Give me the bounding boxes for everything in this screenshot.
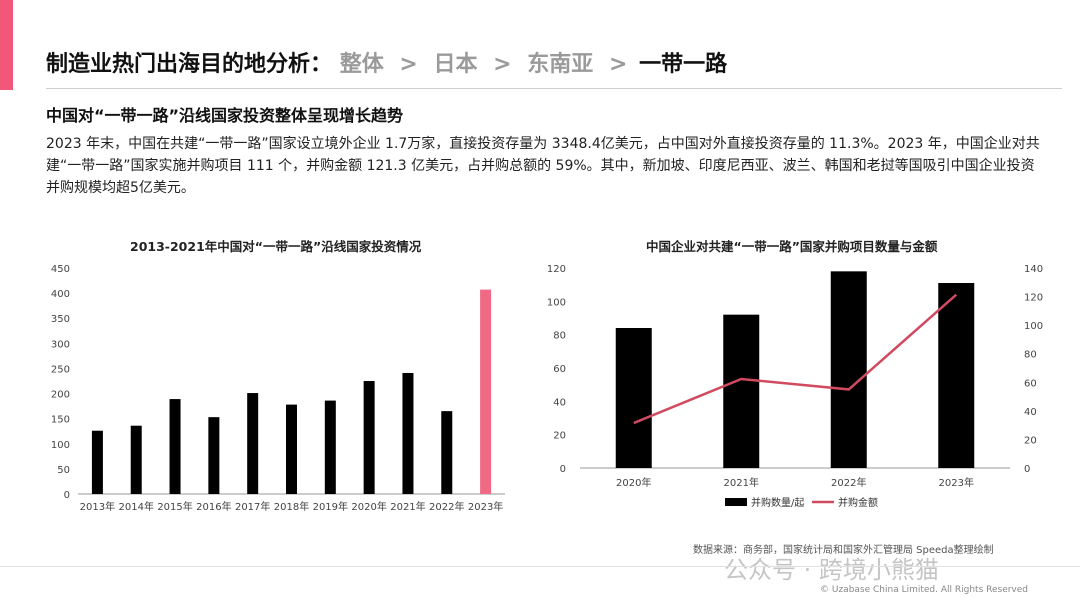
bar bbox=[169, 399, 181, 494]
title-divider bbox=[46, 88, 1062, 89]
y-right-tick-label: 120 bbox=[1024, 293, 1043, 304]
chart2-title: 中国企业对共建“一带一路”国家并购项目数量与金额 bbox=[646, 239, 938, 254]
copyright: © Uzabase China Limited. All Rights Rese… bbox=[820, 585, 1029, 595]
legend-label-bars: 并购数量/起 bbox=[751, 496, 804, 509]
x-tick-label: 2022年 bbox=[429, 500, 464, 513]
y-tick-label: 400 bbox=[51, 289, 70, 300]
y-left-tick-label: 40 bbox=[553, 397, 566, 408]
x-tick-label: 2023年 bbox=[468, 500, 503, 513]
title-prefix: 制造业热门出海目的地分析： bbox=[46, 52, 333, 77]
x-tick-label: 2022年 bbox=[831, 476, 866, 489]
line-series bbox=[633, 293, 958, 425]
footer-divider bbox=[0, 566, 1080, 567]
y-left-tick-label: 20 bbox=[553, 431, 566, 442]
y-left-tick-label: 100 bbox=[547, 297, 566, 308]
bar bbox=[615, 328, 652, 468]
y-tick-label: 350 bbox=[51, 314, 70, 325]
breadcrumb-item-southeast-asia[interactable]: 东南亚 bbox=[527, 52, 594, 77]
x-tick-label: 2021年 bbox=[724, 476, 759, 489]
x-tick-label: 2020年 bbox=[351, 500, 386, 513]
legend-label-line: 并购金额 bbox=[838, 496, 878, 509]
y-right-tick-label: 20 bbox=[1024, 435, 1037, 446]
y-left-tick-label: 60 bbox=[553, 364, 566, 375]
bar bbox=[324, 400, 336, 494]
y-left-tick-label: 0 bbox=[560, 464, 566, 475]
page-title: 制造业热门出海目的地分析： 整体 > 日本 > 东南亚 > 一带一路 bbox=[46, 46, 727, 78]
bar bbox=[723, 314, 760, 468]
breadcrumb-item-japan[interactable]: 日本 bbox=[433, 52, 478, 77]
x-tick-label: 2016年 bbox=[196, 500, 231, 513]
breadcrumb-separator: > bbox=[399, 52, 418, 77]
y-tick-label: 300 bbox=[51, 339, 70, 350]
bar bbox=[938, 283, 975, 468]
x-tick-label: 2014年 bbox=[119, 500, 154, 513]
y-right-tick-label: 60 bbox=[1024, 378, 1037, 389]
section-paragraph: 2023 年末，中国在共建“一带一路”国家设立境外企业 1.7万家，直接投资存量… bbox=[46, 136, 1040, 196]
bar bbox=[286, 404, 297, 494]
breadcrumb-item-belt-and-road: 一带一路 bbox=[639, 52, 728, 77]
chart2-mna: 0 20 40 60 80 100 120 0 20 40 60 80 100 120 140 2020年 20… bbox=[547, 264, 1043, 509]
bar bbox=[91, 430, 103, 494]
x-tick-label: 2021年 bbox=[390, 500, 425, 513]
y-right-tick-label: 0 bbox=[1024, 464, 1030, 475]
bar bbox=[247, 393, 259, 494]
y-right-tick-label: 140 bbox=[1024, 264, 1043, 275]
x-tick-label: 2019年 bbox=[313, 500, 348, 513]
legend-swatch-bars bbox=[725, 498, 747, 506]
section-subheading: 中国对“一带一路”沿线国家投资整体呈现增长趋势 bbox=[46, 106, 404, 125]
accent-bar bbox=[0, 0, 13, 90]
breadcrumb-item-overall[interactable]: 整体 bbox=[339, 52, 384, 77]
y-right-tick-label: 100 bbox=[1024, 321, 1043, 332]
bar bbox=[441, 411, 453, 494]
bar bbox=[480, 289, 492, 494]
y-left-tick-label: 120 bbox=[547, 264, 566, 275]
bar bbox=[830, 271, 867, 468]
y-tick-label: 150 bbox=[51, 415, 70, 426]
y-tick-label: 250 bbox=[51, 364, 70, 375]
bar bbox=[363, 381, 375, 494]
bar bbox=[208, 417, 220, 494]
chart1-title: 2013-2021年中国对“一带一路”沿线国家投资情况 bbox=[130, 239, 422, 254]
breadcrumb-separator: > bbox=[493, 52, 512, 77]
x-tick-label: 2015年 bbox=[157, 500, 192, 513]
y-right-tick-label: 40 bbox=[1024, 407, 1037, 418]
bar bbox=[130, 425, 142, 494]
bar bbox=[402, 372, 414, 494]
y-tick-label: 450 bbox=[51, 264, 70, 275]
x-tick-label: 2017年 bbox=[235, 500, 270, 513]
y-tick-label: 50 bbox=[57, 465, 70, 476]
x-tick-label: 2020年 bbox=[616, 476, 651, 489]
y-tick-label: 100 bbox=[51, 440, 70, 451]
watermark: 公众号 · 跨境小熊猫 bbox=[724, 556, 939, 584]
y-left-tick-label: 80 bbox=[553, 331, 566, 342]
breadcrumb-separator: > bbox=[608, 52, 628, 77]
x-tick-label: 2013年 bbox=[80, 500, 115, 513]
y-tick-label: 200 bbox=[51, 390, 70, 401]
x-tick-label: 2023年 bbox=[939, 476, 974, 489]
y-right-tick-label: 80 bbox=[1024, 350, 1037, 361]
y-tick-label: 0 bbox=[64, 490, 70, 501]
data-source: 数据来源：商务部，国家统计局和国家外汇管理局 Speeda整理绘制 bbox=[693, 545, 994, 556]
x-tick-label: 2018年 bbox=[274, 500, 309, 513]
